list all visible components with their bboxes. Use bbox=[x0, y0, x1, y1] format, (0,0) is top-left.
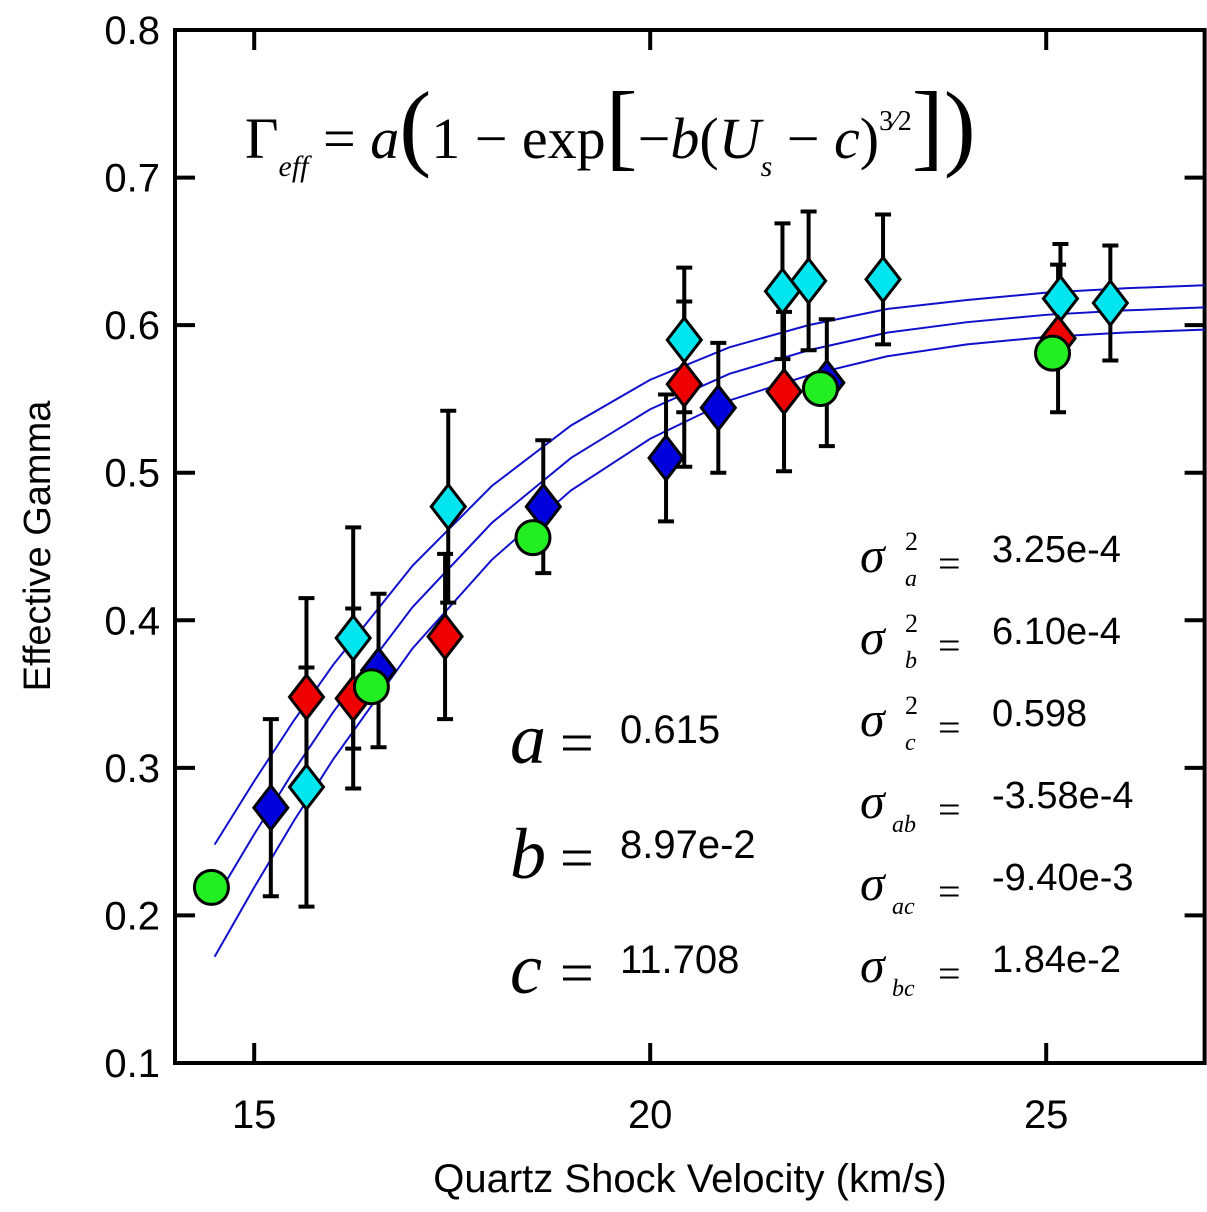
y-tick-label: 0.3 bbox=[104, 747, 160, 791]
formula-part: ( bbox=[699, 106, 718, 171]
formula-part: = bbox=[309, 106, 371, 171]
param-equals: = bbox=[560, 940, 594, 1006]
formula-part: c bbox=[834, 106, 860, 171]
point bbox=[426, 612, 464, 661]
x-axis-label: Quartz Shock Velocity (km/s) bbox=[433, 1157, 946, 1201]
cov-equals: = bbox=[938, 705, 961, 750]
cov-value: 6.10e-4 bbox=[992, 611, 1121, 653]
point bbox=[287, 672, 326, 722]
point bbox=[801, 370, 839, 408]
param-equals: = bbox=[560, 710, 594, 776]
cov-value: 1.84e-2 bbox=[992, 939, 1121, 981]
param-equals: = bbox=[560, 825, 594, 891]
x-tick-label: 20 bbox=[628, 1093, 673, 1137]
formula-part: s bbox=[761, 150, 773, 183]
cov-sup: 2 bbox=[905, 527, 918, 556]
cov-value: 3.25e-4 bbox=[992, 529, 1121, 571]
x-tick-label: 25 bbox=[1024, 1093, 1069, 1137]
point bbox=[864, 254, 902, 304]
cov-value: -3.58e-4 bbox=[992, 775, 1134, 817]
formula-part: ] bbox=[912, 72, 944, 179]
formula-part: b bbox=[670, 106, 699, 171]
param-value: 8.97e-2 bbox=[620, 823, 756, 867]
cov-sigma: σ bbox=[860, 609, 887, 665]
formula-part: a bbox=[370, 106, 399, 171]
y-tick-label: 0.7 bbox=[104, 157, 160, 201]
plot-frame bbox=[173, 28, 1207, 1065]
y-tick-label: 0.8 bbox=[104, 9, 160, 53]
point bbox=[352, 668, 390, 706]
y-tick-label: 0.4 bbox=[104, 599, 160, 643]
y-axis-label: Effective Gamma bbox=[17, 400, 59, 692]
formula-part: eff bbox=[279, 150, 313, 183]
point bbox=[699, 383, 738, 433]
x-tick-label: 15 bbox=[232, 1093, 277, 1137]
formula-part: ( bbox=[399, 72, 431, 179]
cov-value: 0.598 bbox=[992, 693, 1087, 735]
cov-sigma: σ bbox=[860, 855, 887, 911]
cov-value: -9.40e-3 bbox=[992, 857, 1134, 899]
formula-part: [ bbox=[606, 72, 638, 179]
cov-symbol: σ ac bbox=[860, 855, 915, 920]
formula-part: − bbox=[772, 106, 834, 171]
cov-sigma: σ bbox=[860, 937, 887, 993]
cov-sub: c bbox=[905, 730, 916, 756]
y-tick-label: 0.6 bbox=[104, 304, 160, 348]
cov-symbol: σ bc bbox=[860, 937, 915, 1002]
point bbox=[647, 433, 685, 483]
formula-part: − bbox=[638, 106, 671, 171]
formula-part: ) bbox=[944, 72, 976, 179]
formula-part: U bbox=[719, 106, 765, 171]
param-symbol: a bbox=[510, 699, 546, 779]
point bbox=[1034, 334, 1072, 372]
cov-sigma: σ bbox=[860, 527, 887, 583]
y-tick-label: 0.1 bbox=[104, 1042, 160, 1086]
point bbox=[665, 359, 704, 409]
formula-part: ) bbox=[860, 106, 879, 171]
formula-part: 1 − exp bbox=[431, 106, 605, 171]
point bbox=[334, 613, 373, 663]
formula-part: Γ bbox=[245, 106, 279, 171]
cov-sigma: σ bbox=[860, 691, 887, 747]
cov-equals: = bbox=[938, 787, 961, 832]
y-tick-label: 0.5 bbox=[104, 452, 160, 496]
point bbox=[665, 315, 704, 365]
param-value: 11.708 bbox=[620, 938, 739, 982]
cov-equals: = bbox=[938, 951, 961, 996]
param-symbol: b bbox=[510, 814, 546, 894]
cov-equals: = bbox=[938, 623, 961, 668]
point bbox=[1091, 278, 1130, 328]
point bbox=[429, 482, 468, 532]
cov-sigma: σ bbox=[860, 773, 887, 829]
y-tick-label: 0.2 bbox=[104, 894, 160, 938]
cov-equals: = bbox=[938, 869, 961, 914]
point bbox=[789, 256, 828, 306]
cov-sup: 2 bbox=[905, 691, 918, 720]
formula: Γeff = a(1 − exp[−b(Us − c)3⁄2]) bbox=[245, 72, 976, 183]
point bbox=[251, 783, 290, 833]
cov-symbol: σ ab bbox=[860, 773, 916, 838]
cov-sub: a bbox=[905, 566, 917, 592]
point bbox=[765, 367, 803, 417]
cov-equals: = bbox=[938, 541, 961, 586]
cov-sup: 2 bbox=[905, 609, 918, 638]
formula-part: 3⁄2 bbox=[879, 106, 912, 137]
cov-sub: bc bbox=[892, 976, 915, 1002]
point bbox=[514, 519, 552, 557]
point bbox=[287, 762, 326, 812]
point bbox=[192, 868, 230, 906]
param-value: 0.615 bbox=[620, 708, 720, 752]
cov-sub: b bbox=[905, 648, 917, 674]
param-symbol: c bbox=[510, 929, 542, 1009]
cov-sub: ac bbox=[892, 894, 915, 920]
cov-sub: ab bbox=[892, 812, 916, 838]
